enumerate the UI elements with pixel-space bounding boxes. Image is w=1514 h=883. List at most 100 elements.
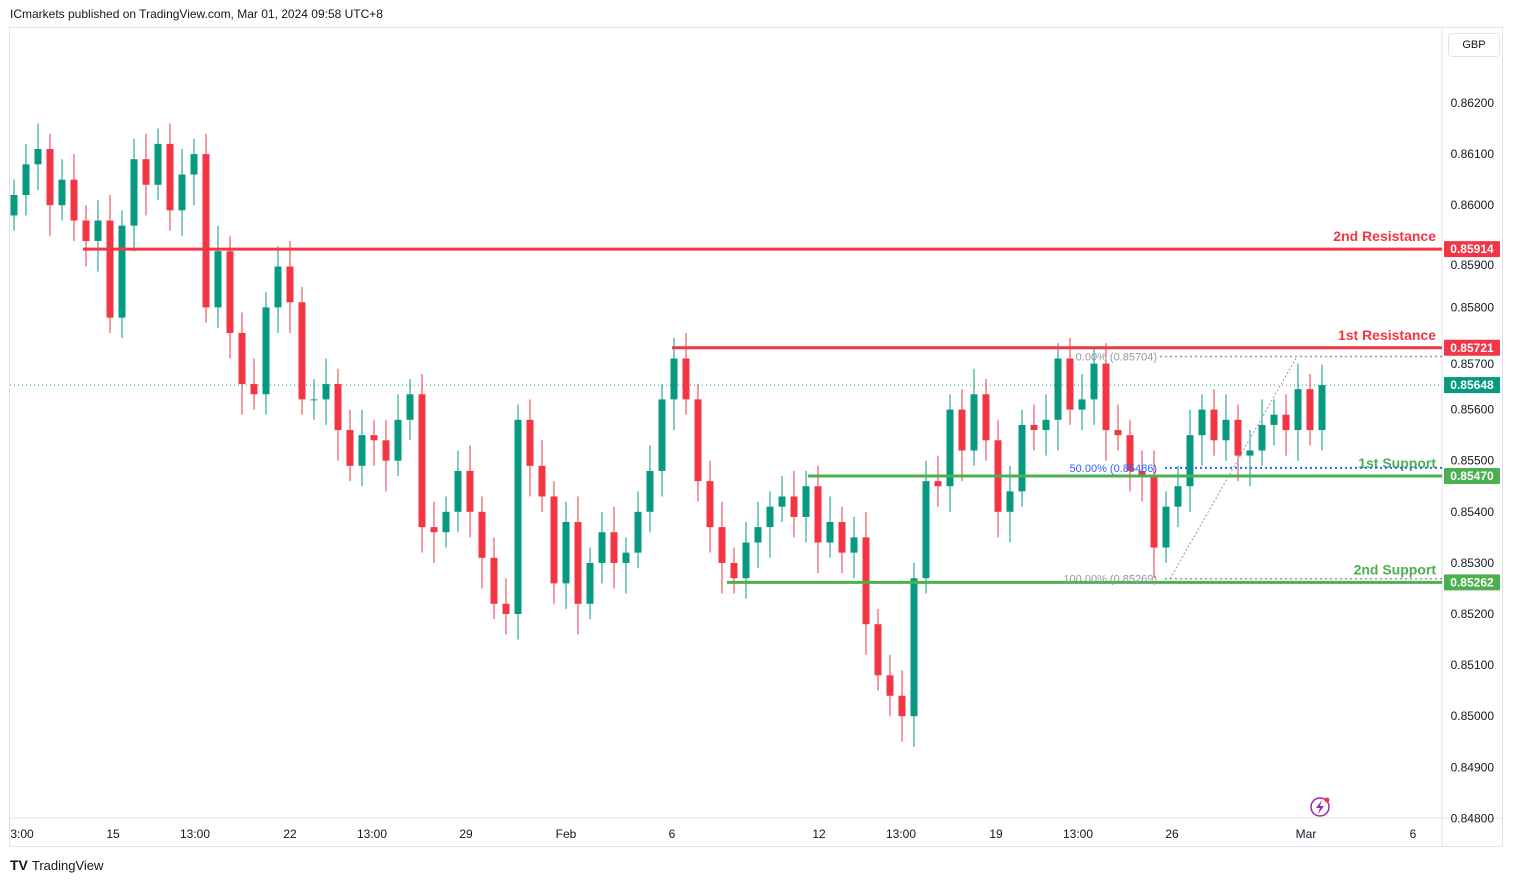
tv-logo-icon: TV xyxy=(10,857,28,873)
candle-body xyxy=(862,537,870,625)
candle-body xyxy=(958,409,966,451)
current-price-text: 0.85648 xyxy=(1450,378,1494,392)
candle-body xyxy=(826,522,834,543)
candle xyxy=(406,378,414,441)
candle xyxy=(766,491,774,558)
candle xyxy=(178,148,186,236)
y-tick-label: 0.86200 xyxy=(1451,96,1495,110)
candle xyxy=(874,608,882,691)
candle-body xyxy=(322,384,330,400)
level-name-label: 2nd Support xyxy=(1354,561,1437,577)
candle xyxy=(214,225,222,328)
candle-body xyxy=(226,251,234,333)
lightning-alert-icon[interactable] xyxy=(1310,797,1330,817)
candle xyxy=(562,501,570,609)
candle xyxy=(82,205,90,267)
candle xyxy=(22,143,30,216)
candle xyxy=(466,445,474,538)
candle-body xyxy=(1150,476,1158,548)
candle xyxy=(1282,394,1290,456)
candle xyxy=(1234,404,1242,482)
level-price-badge xyxy=(1444,241,1500,258)
candle-body xyxy=(1222,419,1230,441)
candle-body xyxy=(682,358,690,400)
lightning-bolt xyxy=(1316,800,1324,814)
candle xyxy=(34,123,42,190)
candle xyxy=(142,133,150,216)
candle-body xyxy=(1102,363,1110,431)
x-tick-label: 13:00 xyxy=(1063,827,1093,841)
fib-level-label: 0.00% (0.85704) xyxy=(1076,351,1157,363)
candle xyxy=(910,562,918,747)
candle-body xyxy=(886,675,894,696)
candle-body xyxy=(910,578,918,717)
candle xyxy=(682,332,690,415)
candle-body xyxy=(898,695,906,717)
notification-dot xyxy=(1324,797,1330,803)
candle xyxy=(490,537,498,620)
candle-body xyxy=(1258,424,1266,451)
candle-body xyxy=(982,394,990,441)
candle xyxy=(634,491,642,569)
candle-body xyxy=(406,394,414,420)
candle xyxy=(802,470,810,543)
candle xyxy=(1222,394,1230,461)
candle xyxy=(514,404,522,640)
candle-body xyxy=(418,394,426,528)
candle xyxy=(574,496,582,635)
candle xyxy=(1306,373,1314,446)
lightning-circle xyxy=(1310,797,1330,817)
candle-body xyxy=(178,174,186,211)
candle-body xyxy=(754,527,762,543)
level-price-text: 0.85470 xyxy=(1450,469,1494,483)
candle-body xyxy=(214,251,222,308)
candle xyxy=(310,378,318,420)
candle xyxy=(298,286,306,415)
candle-body xyxy=(1114,430,1122,436)
candle-body xyxy=(358,435,366,466)
x-tick-label: 22 xyxy=(283,827,297,841)
candle-body xyxy=(106,220,114,318)
candle xyxy=(118,210,126,339)
candle-body xyxy=(286,266,294,303)
candle-body xyxy=(70,179,78,221)
candle-body xyxy=(514,419,522,614)
candle xyxy=(994,419,1002,538)
candle xyxy=(1006,465,1014,543)
candle-body xyxy=(1126,435,1134,471)
candle-body xyxy=(730,562,738,579)
currency-button[interactable]: GBP xyxy=(1448,33,1500,57)
candle xyxy=(1042,394,1050,456)
level-name-label: 1st Support xyxy=(1358,455,1436,471)
current-price-badge xyxy=(1444,377,1500,394)
tradingview-logo[interactable]: TV TradingView xyxy=(10,857,103,873)
candle-body xyxy=(946,409,954,487)
candle xyxy=(262,292,270,415)
candle-body xyxy=(742,542,750,579)
published-header: ICmarkets published on TradingView.com, … xyxy=(10,7,383,21)
candle xyxy=(1210,389,1218,456)
candle xyxy=(1090,348,1098,425)
y-tick-label: 0.85300 xyxy=(1451,556,1495,570)
level-price-text: 0.85721 xyxy=(1450,341,1494,355)
candle xyxy=(886,654,894,717)
candle-body xyxy=(574,522,582,604)
candle xyxy=(1126,419,1134,492)
x-tick-label: 26 xyxy=(1165,827,1179,841)
candle-body xyxy=(382,440,390,461)
candle-body xyxy=(238,332,246,385)
candle-body xyxy=(922,481,930,579)
level-name-label: 2nd Resistance xyxy=(1333,228,1436,244)
candle-body xyxy=(130,159,138,226)
candle xyxy=(1150,450,1158,579)
candle-body xyxy=(802,486,810,517)
y-tick-label: 0.86000 xyxy=(1451,198,1495,212)
y-tick-label: 0.85700 xyxy=(1451,357,1495,371)
candle-body xyxy=(346,430,354,466)
candle xyxy=(658,384,666,497)
candle xyxy=(1294,363,1302,461)
candle-body xyxy=(1090,363,1098,400)
x-tick-label: 3:00 xyxy=(10,827,34,841)
y-tick-label: 0.84900 xyxy=(1451,760,1495,774)
